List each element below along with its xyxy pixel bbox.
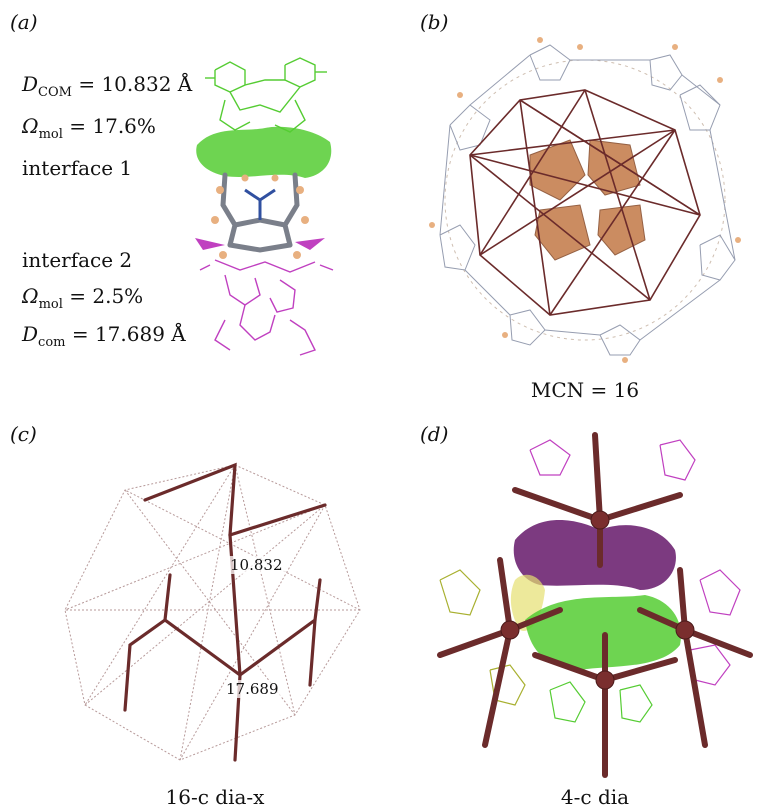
omega-subscript: mol — [38, 127, 63, 142]
interface-1-label: interface 1 — [22, 156, 133, 180]
omega-symbol: Ω — [22, 114, 39, 138]
interface-2-label: interface 2 — [22, 248, 133, 272]
omega-symbol: Ω — [22, 284, 39, 308]
mcn-cluster-illustration — [429, 37, 741, 363]
panel-c-label: (c) — [10, 422, 37, 446]
omega-mol-equation-2: Ωmol = 2.5% — [22, 284, 143, 312]
dia-net-illustration — [437, 432, 753, 778]
d-com-equation-2: Dcom = 17.689 Å — [22, 322, 186, 350]
d-symbol: D — [22, 72, 39, 96]
panel-c-caption: 16-c dia-x — [165, 785, 265, 809]
d-subscript: com — [38, 335, 66, 350]
omega-value: = 2.5% — [62, 284, 144, 308]
omega-mol-equation-1: Ωmol = 17.6% — [22, 114, 156, 142]
d-subscript: COM — [38, 85, 72, 100]
distance-label-upper: 10.832 — [228, 556, 285, 574]
omega-value: = 17.6% — [62, 114, 156, 138]
d-symbol: D — [22, 322, 39, 346]
panel-d-label: (d) — [420, 422, 449, 446]
panel-b-caption: MCN = 16 — [530, 378, 640, 402]
d-value: = 17.689 Å — [65, 322, 186, 346]
panel-d-caption: 4-c dia — [560, 785, 630, 809]
panel-b-label: (b) — [420, 10, 449, 34]
omega-subscript: mol — [38, 297, 63, 312]
distance-label-lower: 17.689 — [224, 680, 281, 698]
d-value: = 10.832 Å — [71, 72, 193, 96]
dia-x-net-illustration — [64, 462, 361, 762]
panel-a-label: (a) — [10, 10, 38, 34]
d-com-equation: DCOM = 10.832 Å — [22, 72, 192, 100]
molecule-stack-illustration — [195, 57, 334, 356]
